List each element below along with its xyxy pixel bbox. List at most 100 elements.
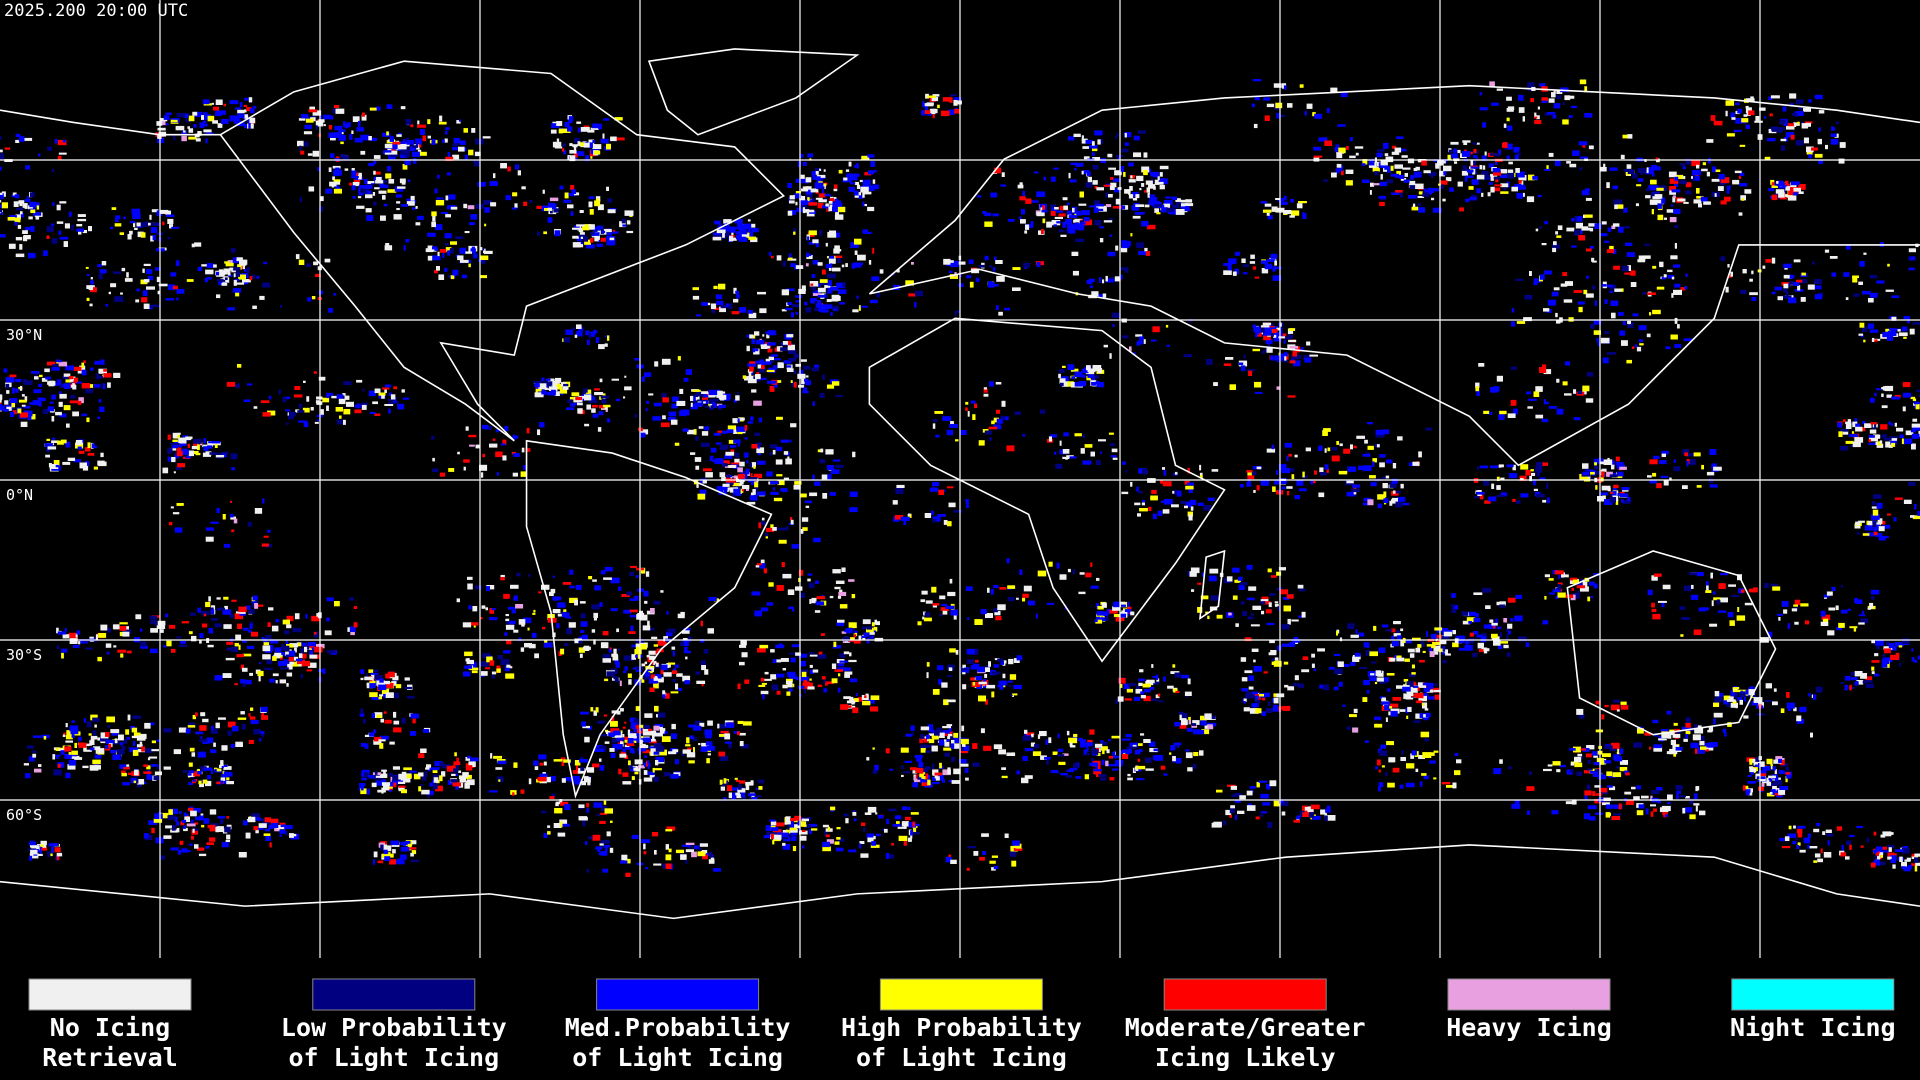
icing-pixel (1152, 326, 1160, 333)
icing-pixel (1616, 471, 1624, 477)
icing-pixel (769, 385, 775, 392)
icing-pixel (1506, 155, 1510, 160)
icing-pixel (718, 751, 725, 757)
icing-pixel (1839, 428, 1849, 432)
icing-pixel (492, 438, 496, 441)
icing-pixel (214, 444, 218, 448)
icing-pixel (1147, 192, 1150, 198)
icing-pixel (1271, 206, 1278, 212)
icing-pixel (1636, 184, 1642, 187)
icing-pixel (1099, 226, 1104, 229)
icing-pixel (662, 397, 669, 403)
icing-pixel (384, 152, 393, 155)
icing-pixel (853, 190, 859, 196)
icing-pixel (1494, 153, 1500, 157)
icing-pixel (978, 264, 985, 268)
icing-pixel (93, 761, 100, 767)
icing-pixel (1852, 275, 1859, 278)
icing-pixel (822, 188, 825, 194)
icing-pixel (419, 129, 425, 135)
icing-pixel (616, 398, 621, 402)
icing-pixel (245, 274, 249, 278)
icing-pixel (1587, 805, 1597, 810)
icing-pixel (46, 226, 54, 233)
icing-pixel (591, 396, 596, 400)
icing-pixel (332, 176, 335, 181)
icing-pixel (374, 680, 378, 686)
icing-pixel (1412, 203, 1416, 207)
icing-pixel (1483, 410, 1490, 414)
icing-pixel (1133, 352, 1136, 356)
icing-pixel (955, 439, 959, 442)
icing-pixel (151, 227, 158, 233)
icing-pixel (1490, 465, 1499, 469)
icing-pixel (751, 796, 758, 801)
icing-pixel (1036, 212, 1045, 217)
icing-pixel (941, 110, 950, 117)
icing-pixel (1417, 644, 1422, 648)
icing-pixel (1518, 107, 1525, 113)
icing-pixel (0, 397, 2, 403)
icing-pixel (731, 797, 736, 800)
icing-pixel (767, 330, 776, 336)
icing-pixel (1869, 292, 1878, 298)
icing-pixel (244, 109, 247, 113)
icing-pixel (401, 181, 406, 185)
icing-pixel (1251, 103, 1255, 108)
icing-pixel (851, 262, 855, 269)
icing-pixel (1862, 290, 1871, 295)
icing-pixel (1661, 198, 1666, 204)
icing-pixel (606, 186, 609, 191)
icing-pixel (1873, 442, 1876, 445)
icing-pixel (505, 673, 515, 679)
icing-pixel (1001, 172, 1005, 177)
icing-pixel (411, 207, 416, 210)
icing-pixel (850, 182, 856, 185)
icing-pixel (1487, 192, 1491, 197)
icing-pixel (203, 438, 206, 444)
icing-pixel (751, 591, 761, 596)
icing-pixel (1781, 145, 1786, 151)
icing-pixel (1283, 210, 1292, 215)
icing-pixel (129, 220, 135, 224)
icing-pixel (21, 404, 26, 407)
icing-pixel (262, 498, 265, 504)
icing-pixel (626, 230, 634, 234)
icing-pixel (1811, 147, 1818, 151)
icing-pixel (1302, 471, 1305, 478)
icing-pixel (1783, 283, 1789, 289)
icing-pixel (1853, 293, 1860, 297)
icing-pixel (295, 254, 300, 260)
icing-pixel (1780, 708, 1785, 713)
icing-pixel (1067, 136, 1075, 141)
icing-pixel (1611, 491, 1617, 497)
icing-pixel (1881, 434, 1887, 438)
icing-pixel (677, 356, 681, 361)
icing-pixel (1607, 227, 1612, 232)
icing-pixel (1097, 748, 1101, 753)
icing-pixel (1109, 234, 1112, 237)
icing-pixel (437, 174, 440, 179)
icing-pixel (1852, 421, 1858, 428)
icing-pixel (619, 680, 622, 687)
icing-pixel (1287, 334, 1293, 338)
icing-pixel (829, 595, 834, 599)
icing-pixel (134, 227, 138, 230)
icing-pixel (768, 356, 774, 361)
icing-pixel (256, 275, 260, 279)
icing-pixel (308, 186, 315, 192)
icing-pixel (722, 483, 730, 487)
icing-pixel (21, 394, 25, 397)
icing-pixel (933, 516, 938, 521)
icing-pixel (1365, 650, 1371, 656)
icing-pixel (1535, 414, 1544, 419)
icing-pixel (1588, 145, 1594, 150)
icing-pixel (924, 105, 928, 111)
icing-pixel (150, 235, 154, 242)
icing-pixel (202, 452, 211, 457)
icing-pixel (86, 297, 90, 301)
icing-pixel (35, 215, 40, 220)
icing-pixel (833, 184, 838, 189)
icing-pixel (1442, 650, 1445, 655)
icing-pixel (1478, 649, 1484, 653)
